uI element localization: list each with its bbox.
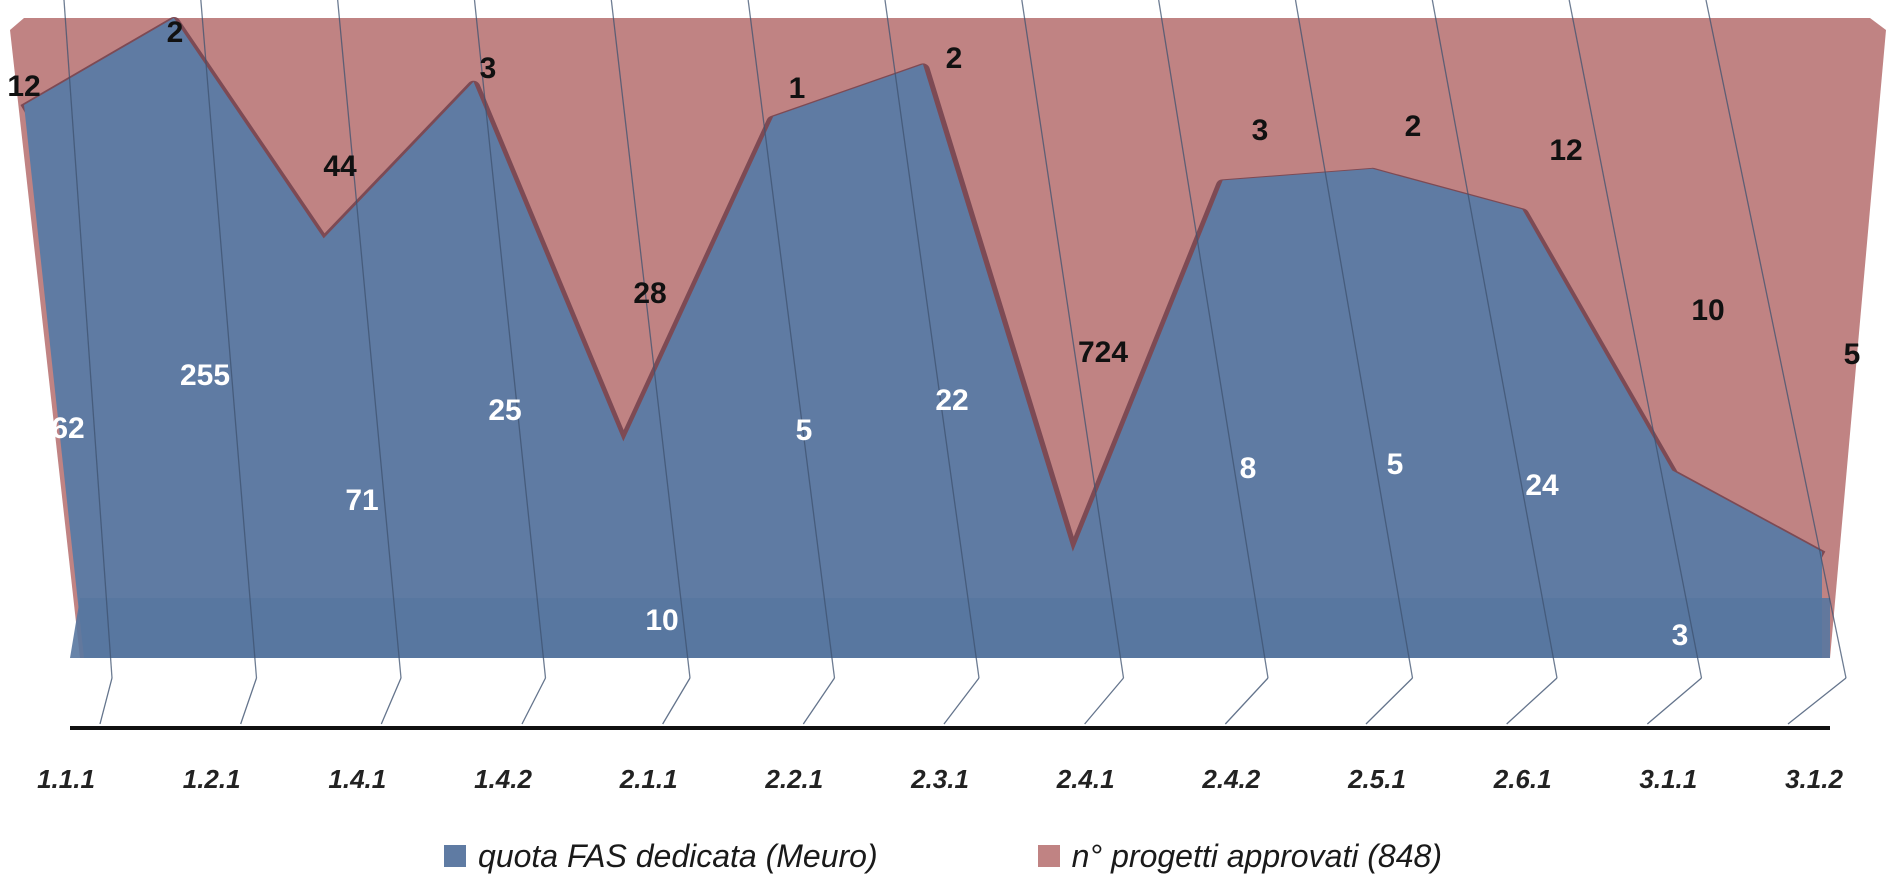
gridline <box>1705 0 1847 679</box>
red-data-label: 724 <box>1078 336 1128 369</box>
gridline-base <box>1646 677 1702 725</box>
gridline-base <box>802 677 836 725</box>
category-label: 2.4.1 <box>1056 764 1115 794</box>
blue-data-label: 255 <box>180 359 230 392</box>
blue-area-series <box>24 18 1822 658</box>
blue-data-label: 24 <box>1525 469 1559 502</box>
gridline-base <box>1084 677 1124 725</box>
legend-label-fas: quota FAS dedicata (Meuro) <box>478 837 878 874</box>
gridline <box>1158 0 1269 679</box>
category-label: 1.4.2 <box>474 764 532 794</box>
gridline-base <box>99 677 113 725</box>
category-label: 2.5.1 <box>1347 764 1406 794</box>
gridline-base <box>380 677 402 725</box>
legend-swatch-blue <box>444 845 467 867</box>
blue-data-label: 5 <box>1387 448 1404 481</box>
red-data-label: 2 <box>946 42 963 75</box>
blue-data-label: 65 <box>1081 659 1114 692</box>
category-label: 2.6.1 <box>1493 764 1552 794</box>
blue-data-label: 62 <box>51 412 84 445</box>
category-label: 3.1.1 <box>1639 764 1697 794</box>
red-data-label: 3 <box>1252 114 1269 147</box>
gridline <box>884 0 980 679</box>
legend-item-progetti: n° progetti approvati (848) <box>1037 837 1442 875</box>
gridline <box>1568 0 1703 679</box>
gridlines <box>63 0 1847 725</box>
gridline-base <box>662 677 691 725</box>
gridline <box>473 0 547 679</box>
legend-item-fas: quota FAS dedicata (Meuro) <box>444 838 878 875</box>
category-label: 1.4.1 <box>328 764 386 794</box>
legend: quota FAS dedicata (Meuro) n° progetti a… <box>0 836 1886 876</box>
red-data-label: 12 <box>1549 134 1582 167</box>
gridline-base <box>1787 677 1847 725</box>
red-data-label: 44 <box>323 150 357 183</box>
blue-data-label: 3 <box>1672 619 1689 652</box>
category-label: 1.1.1 <box>37 764 95 794</box>
red-data-label: 1 <box>789 72 806 105</box>
gridline-base <box>1224 677 1269 725</box>
category-label: 2.1.1 <box>619 764 678 794</box>
gridline <box>200 0 258 679</box>
gridline-base <box>521 677 547 725</box>
gridline <box>610 0 691 679</box>
category-labels: 1.1.1 1.2.1 1.4.1 1.4.2 2.1.1 2.2.1 2.3.1 2.4.1… <box>37 764 1843 794</box>
legend-label-progetti: n° progetti approvati (848) <box>1071 837 1442 874</box>
gridline-base <box>240 677 258 725</box>
red-data-label: 2 <box>1405 110 1422 143</box>
gridline <box>337 0 402 679</box>
blue-data-label: 25 <box>488 394 521 427</box>
gridline <box>1294 0 1414 679</box>
category-label: 2.3.1 <box>910 764 969 794</box>
gridline <box>1431 0 1558 679</box>
red-data-label: 3 <box>480 52 497 85</box>
floor-band <box>70 598 1830 658</box>
red-data-label: 10 <box>1691 294 1724 327</box>
gridline-base <box>943 677 980 725</box>
category-label: 1.2.1 <box>183 764 241 794</box>
gridline <box>63 0 113 679</box>
gridline-base <box>1365 677 1413 725</box>
blue-data-label: 22 <box>935 384 968 417</box>
gridline <box>747 0 836 679</box>
plot-back-layer <box>10 17 1886 658</box>
blue-data-label: 8 <box>1240 452 1257 485</box>
red-data-label: 28 <box>633 277 666 310</box>
red-data-label: 5 <box>1844 338 1861 371</box>
red-data-label: 2 <box>167 16 184 49</box>
category-label: 2.4.2 <box>1201 764 1260 794</box>
x-axis <box>70 726 1830 730</box>
blue-data-label: 10 <box>645 604 678 637</box>
gridline-base <box>1506 677 1558 725</box>
red-data-label: 12 <box>7 70 40 103</box>
legend-swatch-red <box>1037 845 1060 867</box>
blue-data-label: 71 <box>345 484 378 517</box>
blue-data-label: 0,5 <box>1797 659 1839 692</box>
category-label: 3.1.2 <box>1785 764 1843 794</box>
category-label: 2.2.1 <box>764 764 823 794</box>
blue-data-label: 5 <box>796 414 813 447</box>
gridline <box>1021 0 1125 679</box>
